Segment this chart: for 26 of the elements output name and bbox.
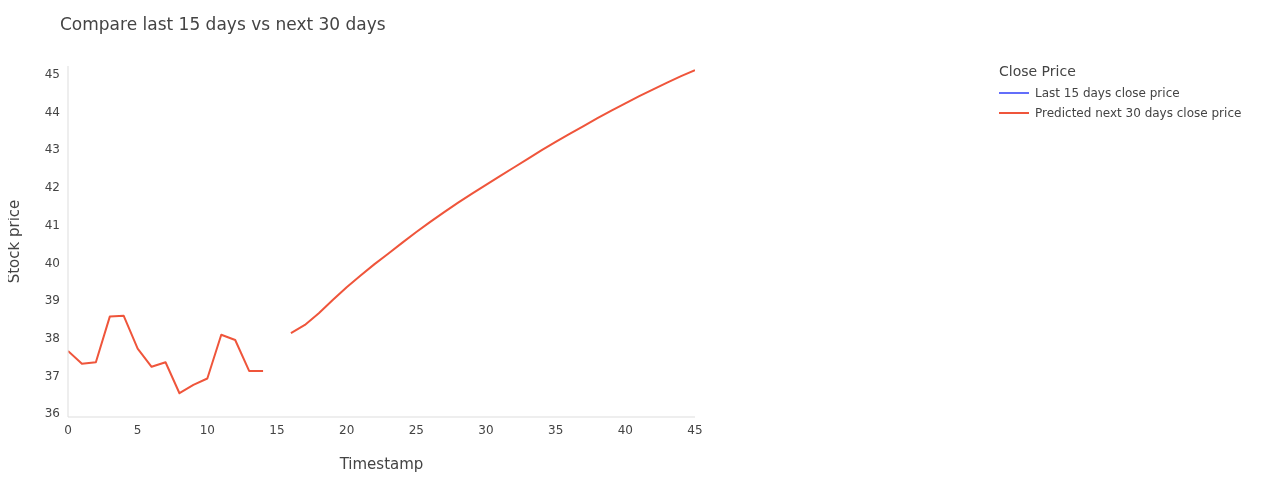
x-axis-title: Timestamp [338,455,424,473]
legend-label: Last 15 days close price [1035,86,1180,100]
y-tick-label: 43 [44,142,60,157]
y-tick-label: 39 [44,293,60,308]
chart-title: Compare last 15 days vs next 30 days [60,14,386,34]
x-tick-label: 45 [687,422,703,437]
x-tick-label: 35 [548,422,564,437]
legend-label: Predicted next 30 days close price [1035,106,1242,120]
x-tick-label: 15 [269,422,285,437]
y-tick-label: 37 [44,368,60,383]
y-tick-label: 40 [44,255,60,270]
y-axis-title: Stock price [5,199,24,284]
x-tick-label: 0 [64,422,72,437]
y-tick-label: 36 [44,406,60,421]
y-tick-label: 38 [44,331,60,345]
x-tick-label: 5 [133,422,142,437]
y-tick-label: 45 [44,66,60,81]
x-tick-label: 20 [339,422,355,437]
x-tick-label: 40 [617,422,633,437]
legend-title: Close Price [999,63,1077,79]
x-tick-label: 25 [408,422,424,437]
x-tick-label: 30 [478,422,494,437]
x-tick-label: 10 [199,422,215,437]
y-tick-label: 44 [44,104,60,119]
y-tick-label: 42 [44,180,60,195]
y-tick-label: 41 [44,217,60,232]
